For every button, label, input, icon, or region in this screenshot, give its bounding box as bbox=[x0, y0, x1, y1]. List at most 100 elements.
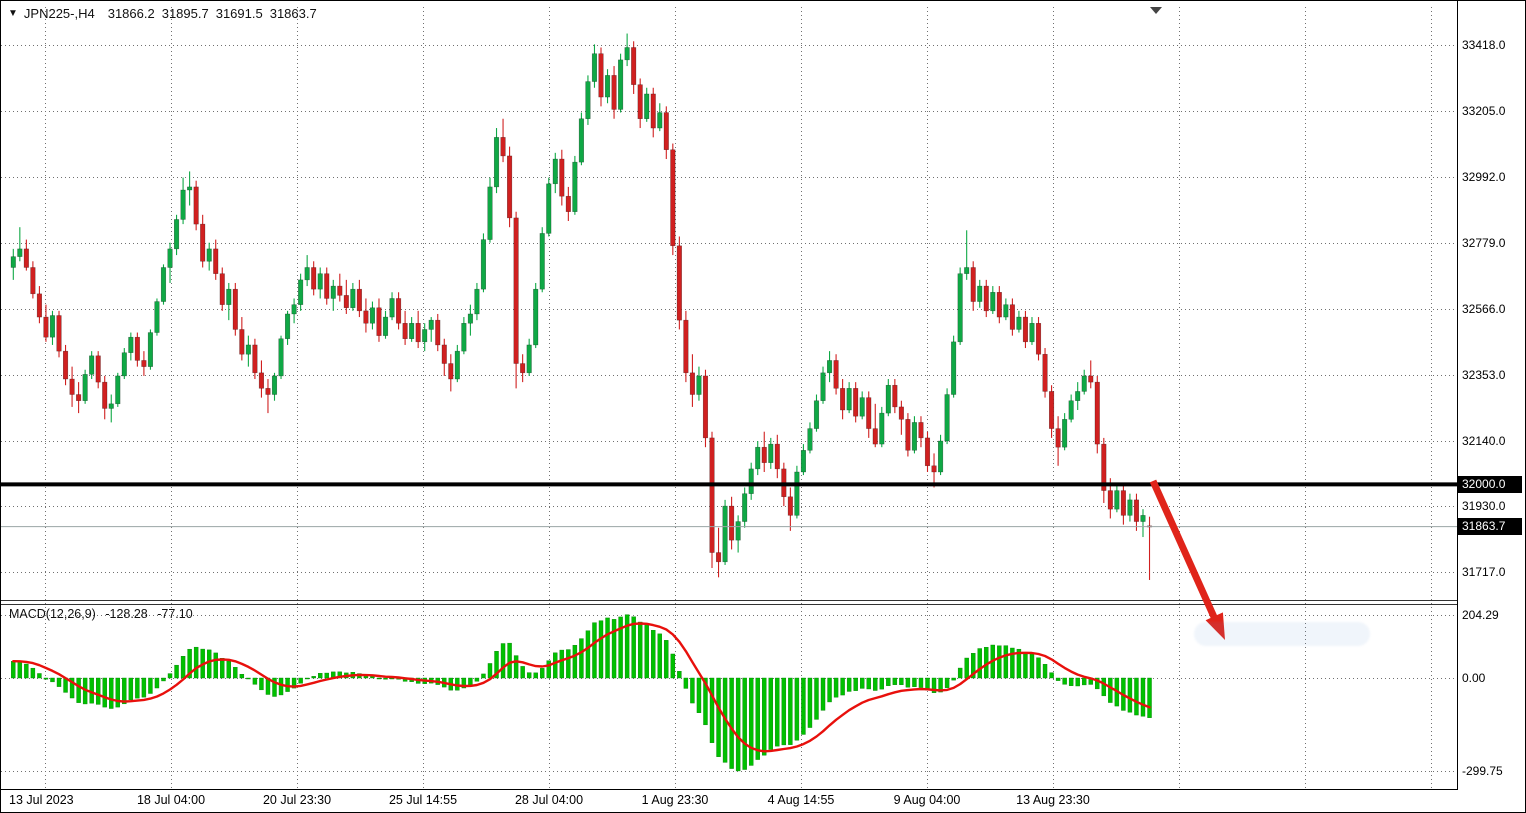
ohlc-header: ▼ JPN225-,H4 31866.2 31895.7 31691.5 31863.… bbox=[8, 6, 317, 21]
candle-body bbox=[69, 378, 75, 395]
candle-body bbox=[343, 295, 349, 309]
candle-body bbox=[761, 446, 767, 463]
candle-body bbox=[461, 323, 467, 352]
candle-body bbox=[356, 288, 362, 312]
macd-bar bbox=[559, 649, 565, 679]
candle-body bbox=[43, 316, 49, 338]
candle-body bbox=[722, 505, 728, 563]
candle-body bbox=[448, 363, 454, 380]
macd-bar bbox=[794, 677, 800, 741]
macd-bar bbox=[977, 648, 982, 679]
macd-bar bbox=[657, 633, 662, 679]
time-axis-label: 4 Aug 14:55 bbox=[767, 793, 835, 807]
candle-body bbox=[840, 388, 846, 411]
macd-bar bbox=[174, 664, 179, 679]
candle-body bbox=[611, 75, 617, 110]
ohlc-high: 31895.7 bbox=[161, 6, 209, 21]
candle-body bbox=[827, 360, 833, 374]
candle-body bbox=[768, 443, 774, 463]
candle-body bbox=[147, 332, 153, 367]
macd-bar bbox=[213, 652, 218, 679]
candle-body bbox=[618, 59, 624, 110]
ohlc-open: 31866.2 bbox=[107, 6, 155, 21]
price-badge: 32000.0 bbox=[1458, 475, 1522, 493]
candle-body bbox=[1140, 515, 1146, 522]
candle-body bbox=[232, 288, 238, 330]
macd-bar bbox=[827, 677, 832, 703]
candle-body bbox=[304, 267, 310, 281]
candle-body bbox=[585, 81, 591, 119]
macd-signal-value: -77.10 bbox=[157, 607, 193, 621]
candle-body bbox=[872, 428, 878, 445]
candle-body bbox=[102, 381, 108, 409]
time-axis[interactable]: 13 Jul 2023 18 Jul 04:00 20 Jul 23:30 25 Ju… bbox=[1, 790, 1525, 812]
candle-body bbox=[1075, 391, 1081, 401]
macd-bar bbox=[318, 673, 323, 679]
candle-body bbox=[23, 248, 29, 268]
macd-bar bbox=[918, 677, 924, 688]
candle-body bbox=[977, 285, 983, 302]
candle-body bbox=[526, 344, 532, 374]
candle-body bbox=[970, 267, 976, 302]
macd-bar bbox=[56, 677, 62, 687]
macd-bar bbox=[1134, 677, 1139, 716]
macd-bar bbox=[618, 616, 623, 679]
macd-bar bbox=[788, 677, 793, 745]
macd-bar bbox=[167, 673, 173, 679]
macd-bar bbox=[1036, 657, 1041, 679]
macd-bar bbox=[866, 677, 871, 690]
candle-body bbox=[787, 496, 793, 516]
macd-bar bbox=[180, 656, 186, 679]
macd-bar bbox=[246, 677, 251, 680]
candle-body bbox=[794, 471, 800, 516]
macd-bar bbox=[1023, 652, 1028, 679]
ohlc-values: 31866.2 31895.7 31691.5 31863.7 bbox=[101, 6, 317, 21]
price-axis-label: 32779.0 bbox=[1462, 235, 1506, 250]
price-axis-label: 32140.0 bbox=[1462, 433, 1506, 448]
candle-body bbox=[95, 355, 101, 383]
macd-bar bbox=[1082, 677, 1087, 686]
candle-body bbox=[180, 189, 186, 220]
candle-body bbox=[428, 319, 434, 330]
candle-body bbox=[298, 279, 304, 305]
price-axis[interactable]: 33418.0 33205.0 32992.0 32779.0 32566.0 32353… bbox=[1458, 1, 1525, 812]
candle-body bbox=[324, 273, 330, 299]
time-axis-label: 9 Aug 04:00 bbox=[893, 793, 961, 807]
candle-body bbox=[657, 112, 663, 129]
candle-body bbox=[167, 248, 173, 268]
candle-body bbox=[56, 315, 62, 352]
symbol-dropdown-icon[interactable]: ▼ bbox=[8, 8, 18, 19]
candle-body bbox=[859, 397, 865, 417]
candle-body bbox=[539, 233, 545, 290]
trend-arrow-shaft[interactable] bbox=[1149, 479, 1218, 619]
trend-arrow-head-icon[interactable] bbox=[1205, 612, 1225, 640]
candle-body bbox=[938, 440, 944, 473]
macd-indicator-header: MACD(12,26,9) -128.28 -77.10 bbox=[9, 607, 199, 621]
candle-body bbox=[879, 412, 885, 445]
macd-bar bbox=[513, 655, 519, 679]
macd-bar bbox=[540, 668, 545, 679]
chart-shift-marker-icon[interactable] bbox=[1150, 7, 1162, 14]
time-axis-label: 25 Jul 14:55 bbox=[388, 793, 458, 807]
candle-body bbox=[154, 301, 160, 333]
candle-body bbox=[1016, 316, 1022, 330]
candle-body bbox=[252, 344, 258, 374]
candles-layer bbox=[10, 33, 1153, 580]
candle-body bbox=[49, 315, 56, 338]
candle-body bbox=[604, 75, 611, 98]
candle-body bbox=[271, 375, 278, 395]
candle-body bbox=[911, 422, 917, 451]
candle-body bbox=[774, 443, 780, 470]
macd-bar bbox=[494, 651, 499, 679]
macd-bar bbox=[24, 663, 29, 679]
candle-body bbox=[330, 285, 336, 299]
macd-bar bbox=[931, 677, 937, 693]
macd-bar bbox=[239, 674, 245, 679]
macd-bar bbox=[814, 677, 819, 720]
candle-body bbox=[918, 422, 924, 439]
candle-body bbox=[631, 47, 637, 85]
price-axis-label: 32566.0 bbox=[1462, 301, 1506, 316]
macd-bar bbox=[1010, 647, 1015, 679]
macd-bar bbox=[651, 630, 656, 679]
